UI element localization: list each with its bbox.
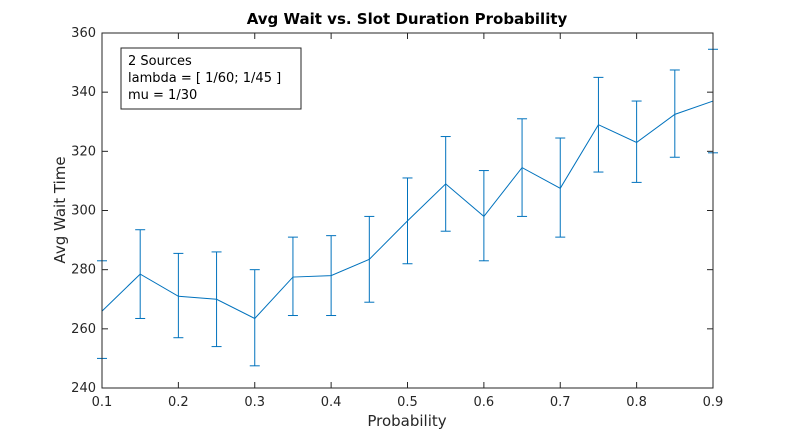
error-bar [287,236,298,317]
y-tick-label: 240 [71,381,96,396]
annotation-line-sources: 2 Sources [128,54,192,69]
error-bar [669,69,680,158]
x-tick-label: 0.9 [703,395,724,410]
y-tick-label: 300 [71,204,96,219]
error-bar [173,252,184,339]
y-tick-label: 360 [71,26,96,41]
x-tick-label: 0.8 [626,395,647,410]
y-tick-label: 280 [71,263,96,278]
x-tick-label: 0.4 [321,395,342,410]
y-tick-label: 260 [71,322,96,337]
annotation-line-mu: mu = 1/30 [128,88,197,103]
x-tick-label: 0.3 [244,395,265,410]
x-tick-label: 0.2 [168,395,189,410]
series-line [101,100,714,320]
x-tick-label: 0.5 [397,395,418,410]
y-tick-label: 320 [71,144,96,159]
annotation-box-frame [120,47,302,110]
error-bar [249,269,260,367]
chart-title: Avg Wait vs. Slot Duration Probability [247,10,568,28]
x-tick-label: 0.6 [474,395,495,410]
x-axis-label: Probability [367,412,446,430]
annotation-box: 2 Sources lambda = [ 1/60; 1/45 ] mu = 1… [120,47,302,110]
x-tick-label: 0.7 [550,395,571,410]
annotation-line-lambda: lambda = [ 1/60; 1/45 ] [128,71,281,86]
x-tick-labels: 0.1 0.2 0.3 0.4 0.5 0.6 0.7 0.8 0.9 [92,395,724,410]
plot-frame [101,32,714,389]
error-bar [631,100,642,183]
y-tick-label: 340 [71,85,96,100]
y-tick-labels: 240 260 280 300 320 340 360 [71,26,96,396]
y-axis-label: Avg Wait Time [51,156,69,263]
x-tick-label: 0.1 [92,395,113,410]
